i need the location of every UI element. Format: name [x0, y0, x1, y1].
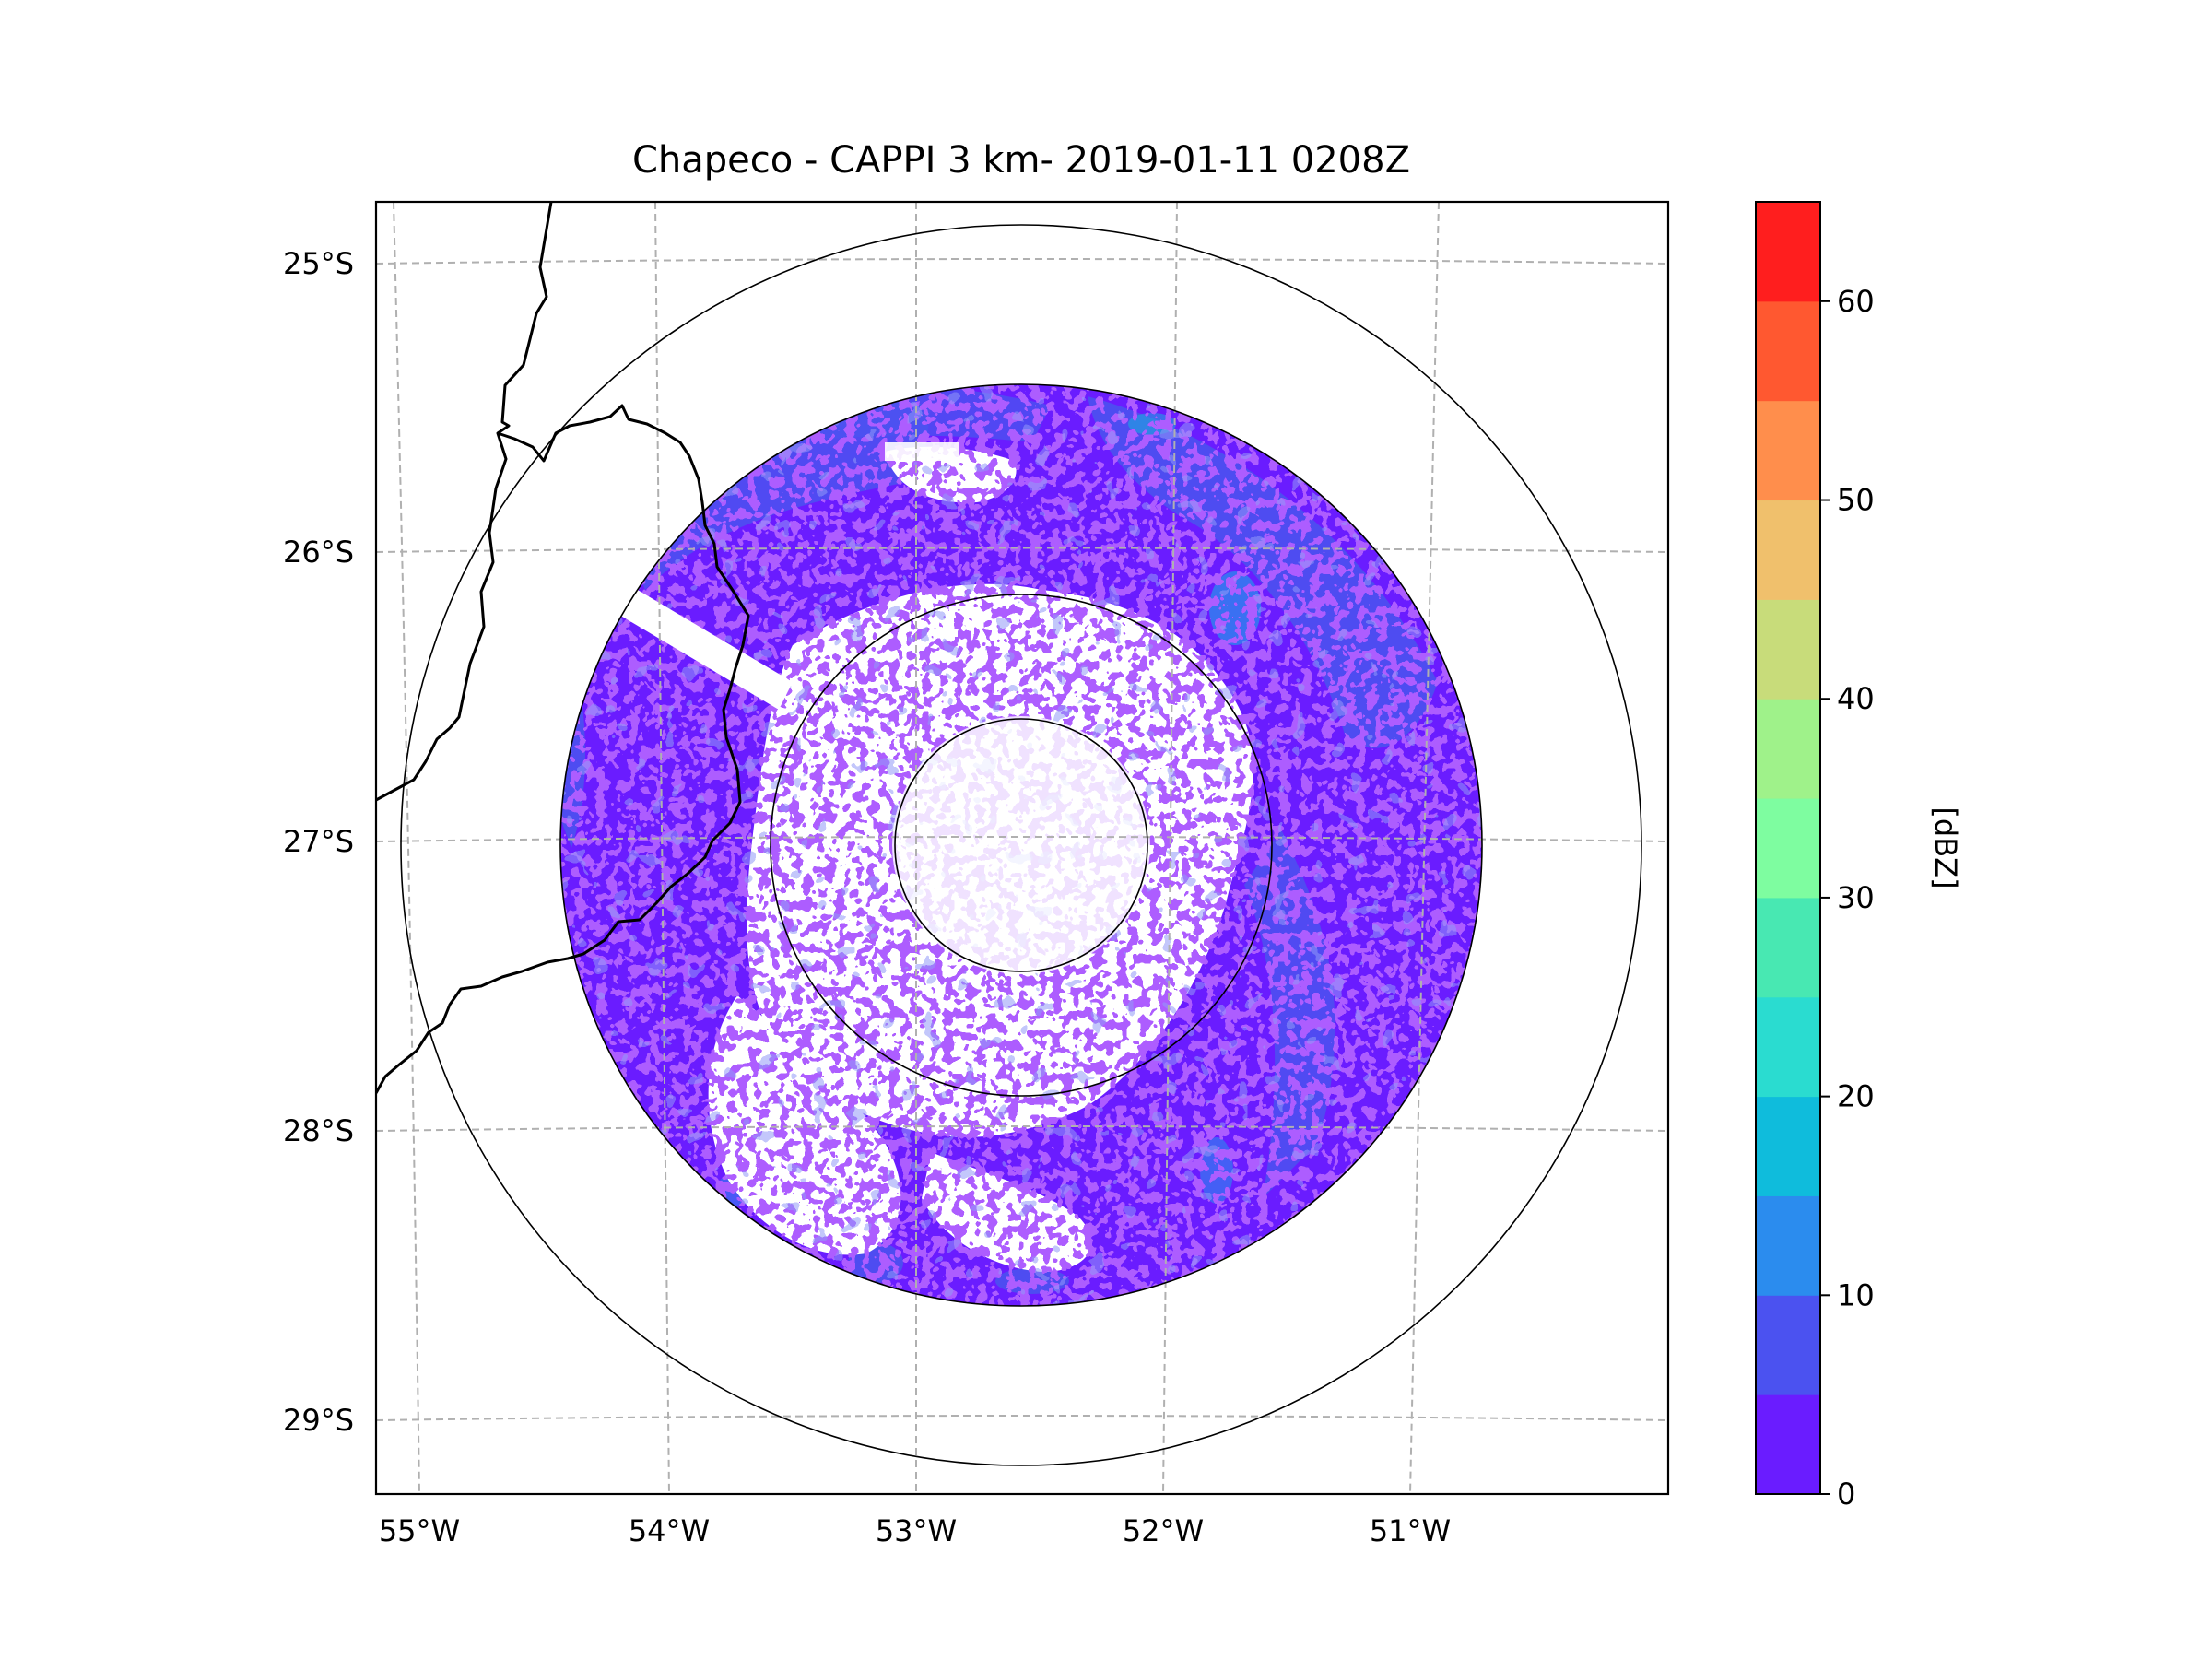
colorbar-segment: [1756, 1394, 1820, 1495]
colorbar-ticks: 0 10 20 30 40 50 60: [1820, 284, 1875, 1512]
radar-echoes: [560, 384, 1482, 1306]
colorbar-segment: [1756, 699, 1820, 799]
y-tick-label: 28°S: [283, 1113, 354, 1148]
colorbar-segment: [1756, 599, 1820, 700]
y-tick-label: 26°S: [283, 535, 354, 570]
colorbar-tick-label: 40: [1837, 681, 1875, 716]
colorbar-segment: [1756, 897, 1820, 998]
parallel-26s: [376, 547, 1668, 553]
colorbar-segment: [1756, 1195, 1820, 1296]
range-ring-4: [400, 224, 1642, 1466]
range-ring-1: [894, 718, 1148, 972]
colorbar-tick-label: 0: [1837, 1477, 1855, 1512]
colorbar-segment: [1756, 1295, 1820, 1395]
colorbar-tick-label: 30: [1837, 880, 1875, 915]
meridian-52w: [1162, 202, 1178, 1494]
colorbar-segment: [1756, 1096, 1820, 1196]
colorbar-label: [dBZ]: [1928, 806, 1963, 888]
colorbar-segment: [1756, 996, 1820, 1098]
beam-blockage-wedge: [608, 581, 793, 710]
colorbar-segment: [1756, 500, 1820, 600]
colorbar-tick-label: 60: [1837, 284, 1875, 319]
inner-clear-disc: [892, 716, 1150, 974]
x-tick-label: 51°W: [1370, 1513, 1451, 1548]
x-tick-labels: 55°W 54°W 53°W 52°W 51°W: [379, 1513, 1451, 1548]
range-ring-3: [559, 383, 1483, 1307]
parallel-29s: [376, 1415, 1668, 1421]
colorbar-tick-label: 20: [1837, 1079, 1875, 1114]
meridian-55w: [393, 202, 420, 1494]
gridlines: [376, 202, 1668, 1494]
x-tick-label: 55°W: [379, 1513, 460, 1548]
colorbar: 0 10 20 30 40 50 60 [dBZ]: [1755, 201, 1963, 1512]
x-tick-label: 53°W: [876, 1513, 957, 1548]
colorbar-segment: [1756, 400, 1820, 501]
y-tick-label: 27°S: [283, 824, 354, 859]
x-tick-label: 52°W: [1123, 1513, 1204, 1548]
colorbar-segment: [1756, 300, 1820, 402]
y-tick-labels: 25°S 26°S 27°S 28°S 29°S: [283, 246, 354, 1438]
colorbar-frame: [1755, 201, 1821, 1495]
colorbar-segment: [1756, 202, 1820, 302]
map-axes: [374, 200, 1670, 1496]
border-argentina-paraguay: [376, 202, 553, 802]
range-rings: [400, 224, 1642, 1466]
border-misiones-brazil: [376, 404, 750, 1094]
parallel-27s: [376, 836, 1668, 842]
colorbar-segments: [1756, 202, 1820, 1495]
range-ring-2: [770, 594, 1273, 1097]
colorbar-segment: [1756, 798, 1820, 899]
parallel-28s: [376, 1125, 1668, 1132]
parallel-25s: [376, 258, 1668, 265]
map-border: [374, 200, 1670, 1496]
y-tick-label: 25°S: [283, 246, 354, 281]
colorbar-tick-label: 50: [1837, 483, 1875, 518]
clear-strip-north: [885, 442, 959, 461]
y-tick-label: 29°S: [283, 1403, 354, 1438]
meridian-54w: [654, 202, 670, 1494]
colorbar-tick-label: 10: [1837, 1277, 1875, 1312]
chart-title: Chapeco - CAPPI 3 km- 2019-01-11 0208Z: [632, 139, 1410, 182]
political-borders: [376, 202, 750, 1094]
meridian-51w: [1409, 202, 1440, 1494]
x-tick-label: 54°W: [629, 1513, 710, 1548]
